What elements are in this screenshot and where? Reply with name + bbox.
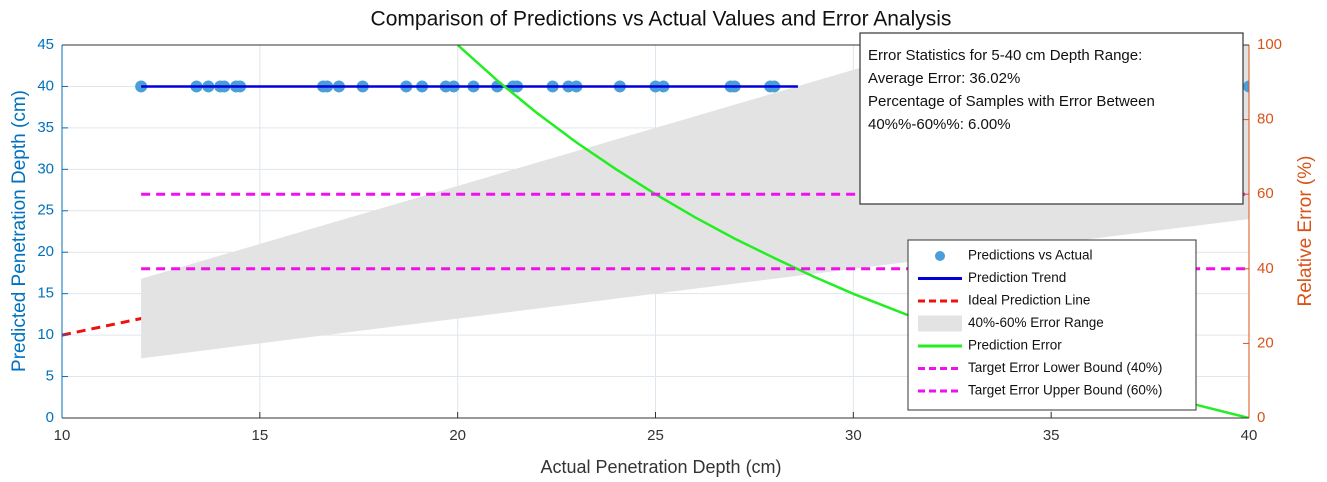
chart-title: Comparison of Predictions vs Actual Valu…: [371, 8, 952, 31]
legend-label: Target Error Lower Bound (40%): [968, 360, 1162, 375]
legend-marker: [918, 315, 962, 332]
legend-label: Target Error Upper Bound (60%): [968, 383, 1162, 398]
annotation-text: Percentage of Samples with Error Between: [868, 93, 1155, 110]
y-tick-label: 5: [46, 368, 54, 385]
y-tick-label: 15: [37, 285, 54, 302]
y-tick-label: 25: [37, 202, 54, 219]
annotation: Error Statistics for 5-40 cm Depth Range…: [859, 32, 1244, 205]
y-tick-label: 20: [37, 243, 54, 260]
x-tick-label: 25: [647, 427, 664, 444]
x-tick-label: 35: [1043, 427, 1060, 444]
legend-label: Ideal Prediction Line: [968, 293, 1090, 308]
y-tick-label: 10: [37, 326, 54, 343]
y2-tick-label: 60: [1257, 185, 1274, 202]
annotation-text: Error Statistics for 5-40 cm Depth Range…: [868, 47, 1142, 64]
y-tick-label: 0: [46, 409, 54, 426]
legend: Predictions vs Actual Prediction Trend Ide…: [907, 239, 1197, 411]
legend-label: 40%-60% Error Range: [968, 315, 1104, 330]
annotation-box: [859, 32, 1244, 205]
x-tick-label: 15: [251, 427, 268, 444]
x-tick-label: 20: [449, 427, 466, 444]
y-axis-label: Predicted Penetration Depth (cm): [9, 90, 30, 372]
y2-tick-label: 100: [1257, 36, 1282, 53]
y2-tick-label: 80: [1257, 111, 1274, 128]
x-tick-label: 10: [54, 427, 71, 444]
y-tick-label: 30: [37, 160, 54, 177]
data-point: [1243, 80, 1249, 93]
legend-label: Prediction Trend: [968, 270, 1066, 285]
legend-marker: [935, 251, 945, 261]
legend-label: Prediction Error: [968, 338, 1062, 353]
y2-tick-label: 40: [1257, 260, 1274, 277]
y-tick-label: 40: [37, 77, 54, 94]
legend-label: Predictions vs Actual: [968, 248, 1093, 263]
y2-tick-label: 0: [1257, 409, 1265, 426]
x-tick-label: 30: [845, 427, 862, 444]
annotation-text: 40%%-60%%: 6.00%: [868, 116, 1011, 133]
axes: 10 15 20 25 30 35 4005101520253035404502040608…: [37, 36, 1282, 444]
x-axis-label: Actual Penetration Depth (cm): [540, 457, 781, 477]
x-tick-label: 40: [1241, 427, 1258, 444]
y2-tick-label: 20: [1257, 334, 1274, 351]
y-tick-label: 45: [37, 36, 54, 53]
y2-axis-label: Relative Error (%): [1295, 156, 1316, 307]
y-tick-label: 35: [37, 119, 54, 136]
annotation-text: Average Error: 36.02%: [868, 70, 1020, 87]
